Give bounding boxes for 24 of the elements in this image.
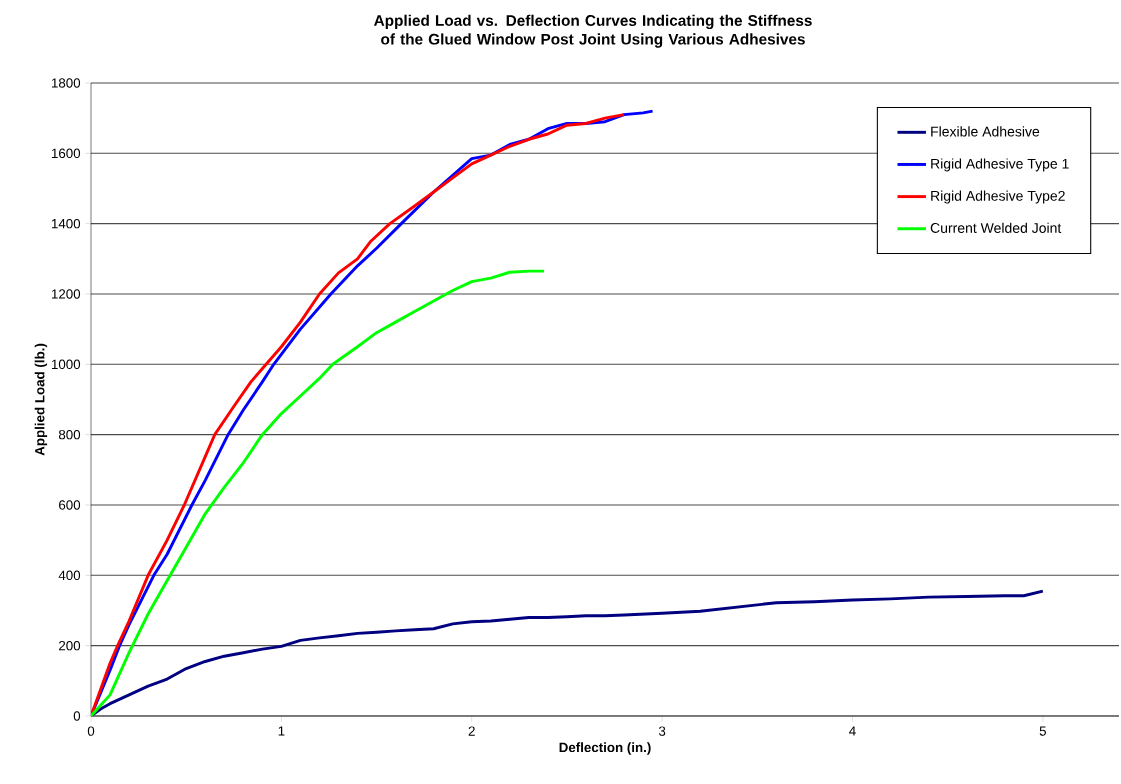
legend-label: Current Welded Joint: [930, 222, 1062, 233]
y-tick-label: 1600: [51, 148, 81, 159]
y-tick-label: 400: [58, 570, 81, 581]
y-tick-label: 0: [73, 711, 81, 721]
line-series: [91, 269, 546, 716]
y-tick-label: 200: [59, 640, 81, 651]
x-tick-label: 0: [87, 726, 95, 736]
legend-label: Flexible Adhesive: [931, 126, 1040, 137]
x-tick-label: 3: [658, 726, 666, 736]
y-tick-label: 600: [59, 500, 81, 510]
y-tick-label: 800: [58, 429, 81, 440]
x-tick-label: 1: [278, 726, 285, 736]
y-axis-title: Applied Load (lb.): [34, 343, 48, 456]
x-axis-title: Deflection (in.): [559, 742, 651, 755]
x-tick-label: 2: [468, 726, 475, 736]
x-tick-label: 5: [1039, 726, 1046, 736]
legend-label: Rigid Adhesive Type 1: [931, 158, 1069, 172]
x-tick-label: 4: [849, 726, 856, 736]
y-tick-label: 1400: [51, 218, 81, 229]
y-tick-label: 1800: [51, 78, 81, 88]
y-tick-label: 1000: [51, 359, 81, 370]
chart-title: Applied Load vs. Deflection Curves Indicating the Stiffness of the Glued Window Post Joint Using Various Adhesives: [374, 14, 812, 48]
legend-label: Rigid Adhesive Type2: [931, 190, 1065, 204]
y-tick-label: 1200: [51, 289, 81, 299]
